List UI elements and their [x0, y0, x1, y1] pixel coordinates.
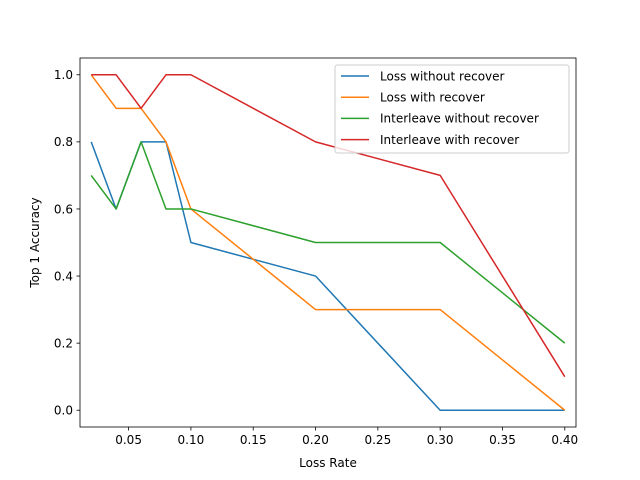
legend: Loss without recover Loss with recover Int…: [334, 64, 570, 154]
x-tick-label: 0.40: [551, 433, 578, 447]
legend-box: [334, 64, 570, 154]
x-axis-label: Loss Rate: [299, 456, 357, 470]
legend-entry-label: Interleave without recover: [380, 112, 539, 126]
y-tick-label: 0.8: [54, 135, 73, 149]
x-tick-label: 0.15: [240, 433, 267, 447]
x-tick-label: 0.35: [489, 433, 516, 447]
x-tick-label: 0.20: [302, 433, 329, 447]
x-tick-label: 0.05: [115, 433, 142, 447]
y-tick-label: 1.0: [54, 68, 73, 82]
x-tick-label: 0.10: [178, 433, 205, 447]
x-tick-label: 0.30: [427, 433, 454, 447]
series-lines: [90, 74, 566, 411]
x-tick-label: 0.25: [364, 433, 391, 447]
y-tick-label: 0.6: [54, 202, 73, 216]
legend-entry-label: Interleave with recover: [380, 133, 519, 147]
series-line-4: [91, 74, 566, 378]
legend-entry-label: Loss with recover: [380, 91, 485, 105]
y-axis-label: Top 1 Accuracy: [28, 197, 42, 288]
legend-entry-label: Loss without recover: [380, 69, 505, 83]
y-tick-label: 0.0: [54, 404, 73, 418]
axes: 0.05 0.10 0.15 0.20 0.25 0.30 0.35 0.40 0.0 0.2 0.…: [54, 57, 578, 447]
series-line-3: [90, 141, 566, 344]
y-tick-label: 0.2: [54, 336, 73, 350]
plot-frame: [79, 57, 577, 428]
y-tick-label: 0.4: [54, 269, 73, 283]
series-line-2: [90, 74, 566, 411]
